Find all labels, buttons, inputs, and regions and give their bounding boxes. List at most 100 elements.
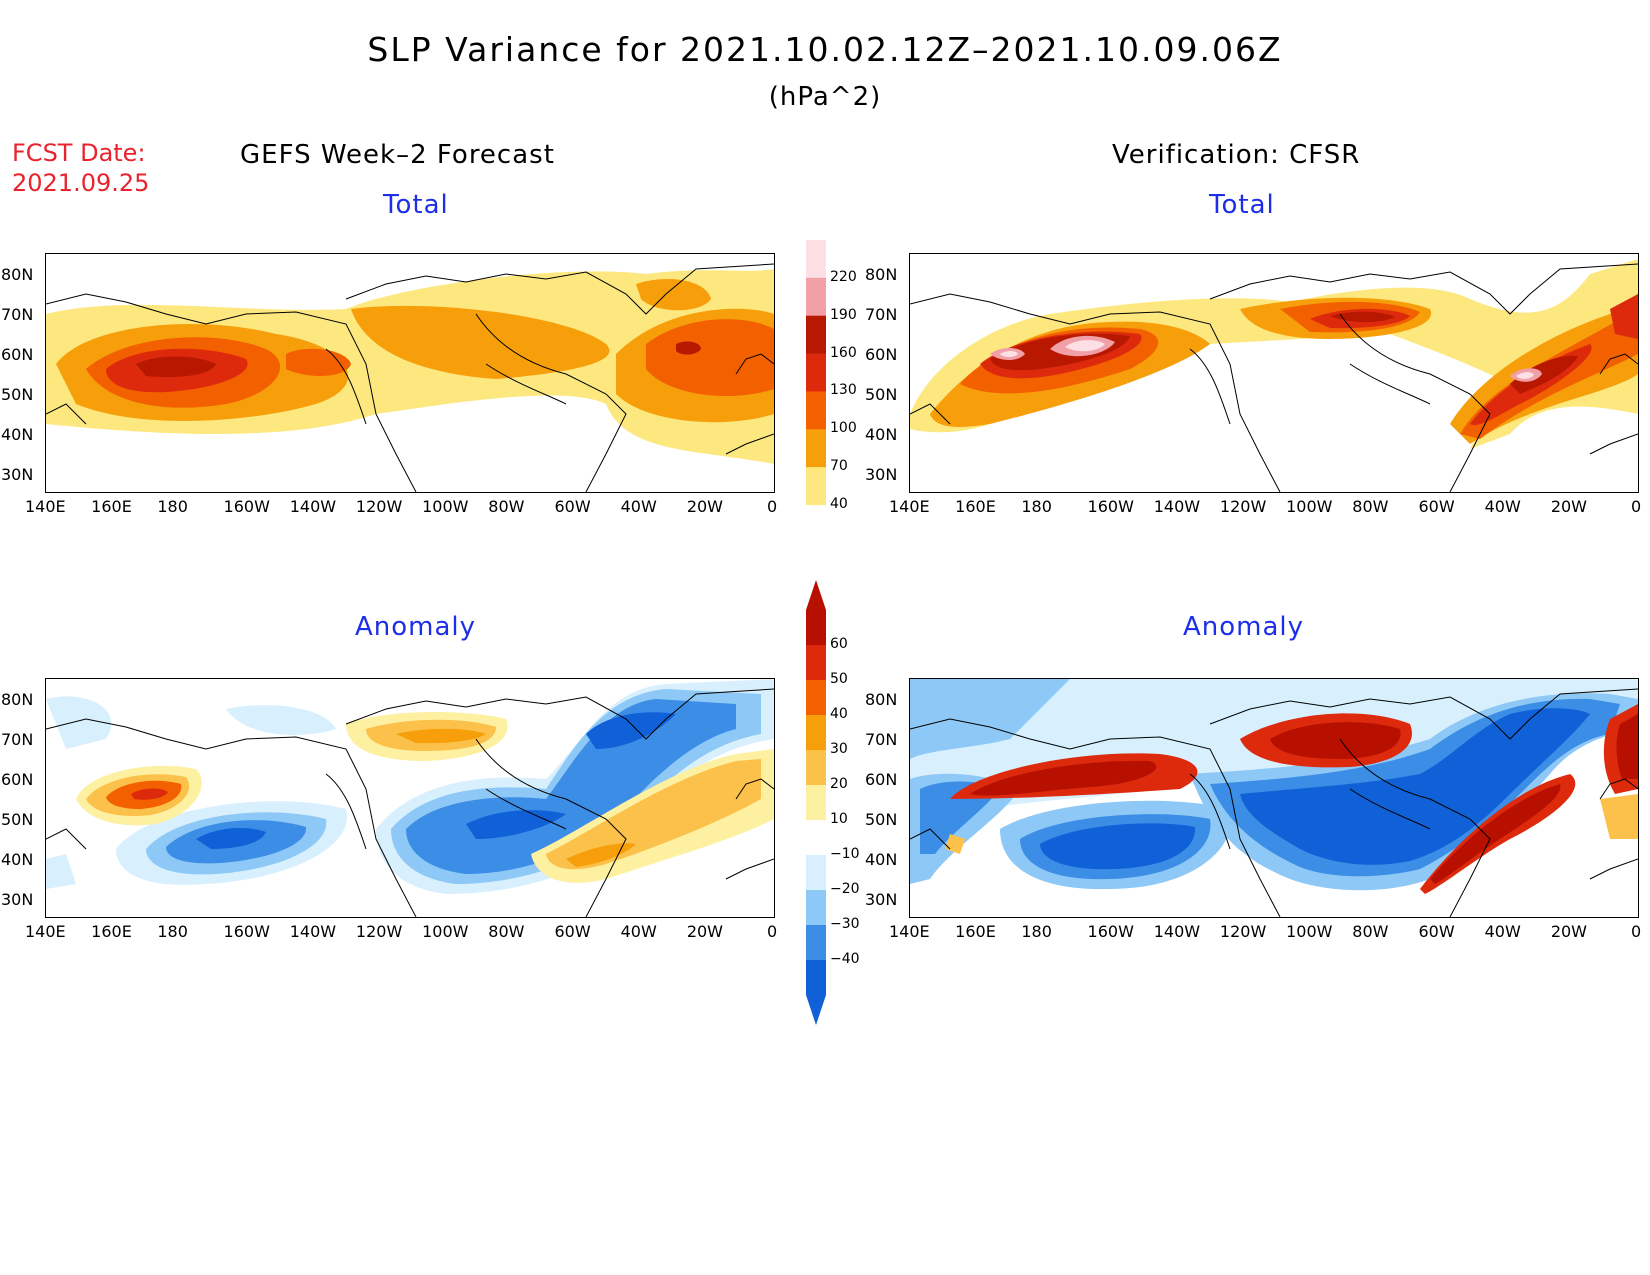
lon-label: 180 [1021,922,1052,941]
lat-label: 60N [865,345,898,364]
forecast-anomaly-map [45,678,775,918]
anomaly-colorbar-scale [806,580,826,1025]
lat-label: 30N [1,465,34,484]
lon-label: 160E [91,497,132,516]
lon-label: 160W [223,497,270,516]
top-right-panel-title: Total [1209,190,1275,220]
anomaly-colorbar [806,580,826,1025]
lon-label: 40W [620,922,657,941]
lon-label: 140E [25,497,66,516]
colorbar-tick-label: −20 [830,881,860,897]
lon-label: 40W [620,497,657,516]
colorbar-tick-label: 20 [830,776,848,792]
lon-label: 120W [355,497,403,516]
lon-label: 140W [289,922,337,941]
lat-label: 40N [1,850,34,869]
colorbar-swatch [806,391,826,430]
units-label: (hPa^2) [768,82,882,112]
lat-label: 40N [1,425,34,444]
lon-label: 20W [686,497,723,516]
fcst-date-label: FCST Date: [12,139,146,167]
colorbar-swatch [806,353,826,392]
colorbar-tick-label: 40 [830,496,848,512]
colorbar-tick-label: 10 [830,811,848,827]
colorbar-tick-label: 60 [830,636,848,652]
lon-label: 160W [223,922,270,941]
colorbar-swatch [806,750,826,786]
colorbar-tick-label: 130 [830,382,857,399]
colorbar-swatch [806,855,826,891]
verification-anomaly-map [909,678,1639,918]
verification-total-map [909,253,1639,493]
lon-label: 60W [554,497,591,516]
lon-label: 140E [889,497,930,516]
colorbar-swatch [806,467,826,506]
lat-label: 70N [1,730,34,749]
lat-label: 80N [865,265,898,284]
colorbar-tick-label: 190 [830,306,857,323]
lon-label: 20W [1550,922,1587,941]
lon-label: 80W [488,497,525,516]
lat-label: 60N [865,770,898,789]
colorbar-tick-label: −40 [830,951,860,967]
lat-label: 70N [1,305,34,324]
lat-label: 30N [865,465,898,484]
lat-label: 40N [865,425,898,444]
lon-label: 160E [955,922,996,941]
lon-label: 80W [488,922,525,941]
colorbar-tick-label: −30 [830,916,860,932]
lon-label: 180 [1021,497,1052,516]
lon-label: 0 [767,922,778,941]
lon-label: 100W [1286,922,1333,941]
lon-label: 80W [1352,922,1389,941]
lat-label: 70N [865,730,898,749]
lon-label: 60W [1418,497,1455,516]
colorbar-bottom-arrow [806,995,826,1025]
right-column-title: Verification: CFSR [1112,140,1361,170]
lon-label: 80W [1352,497,1389,516]
lon-label: 20W [686,922,723,941]
lon-label: 160W [1087,922,1134,941]
forecast-total-field [46,254,774,492]
lon-label: 60W [554,922,591,941]
lat-label: 80N [1,690,34,709]
lat-label: 30N [1,890,34,909]
colorbar-swatch [806,429,826,468]
colorbar-swatch [806,680,826,716]
colorbar-swatch [806,890,826,926]
bottom-left-panel-title: Anomaly [355,612,477,642]
colorbar-swatch [806,645,826,681]
lat-label: 50N [865,385,898,404]
bottom-right-panel-title: Anomaly [1183,612,1305,642]
left-column-title: GEFS Week–2 Forecast [240,140,555,170]
lon-label: 140W [1153,922,1201,941]
colorbar-swatch [806,960,826,996]
total-colorbar [806,210,826,535]
lon-label: 60W [1418,922,1455,941]
lon-label: 160E [955,497,996,516]
colorbar-tick-label: 160 [830,344,857,361]
verification-anomaly-field [910,679,1638,917]
colorbar-tick-label: 70 [830,458,848,475]
main-title: SLP Variance for 2021.10.02.12Z–2021.10.… [367,30,1283,69]
fcst-date-value: 2021.09.25 [12,169,150,197]
forecast-anomaly-field [46,679,774,917]
colorbar-swatch [806,715,826,751]
colorbar-swatch [806,315,826,355]
lon-label: 120W [1219,922,1267,941]
lon-label: 140E [25,922,66,941]
lat-label: 80N [865,690,898,709]
lon-label: 40W [1484,497,1521,516]
colorbar-swatch [806,820,826,856]
colorbar-swatch [806,925,826,961]
lat-label: 50N [865,810,898,829]
forecast-total-map [45,253,775,493]
lon-label: 0 [1631,497,1642,516]
colorbar-tick-label: 50 [830,671,848,687]
lon-label: 120W [1219,497,1267,516]
lon-label: 160E [91,922,132,941]
colorbar-top-arrow [806,580,826,610]
total-colorbar-scale [806,210,826,535]
lat-label: 80N [1,265,34,284]
lon-label: 180 [157,497,188,516]
